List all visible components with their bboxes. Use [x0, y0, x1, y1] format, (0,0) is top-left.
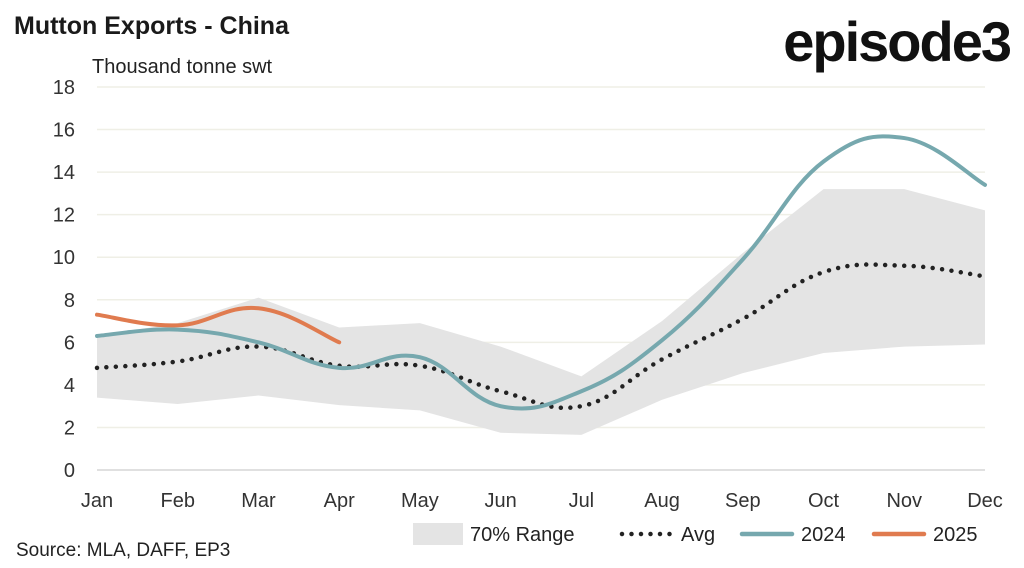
y-tick-label: 14 [53, 162, 75, 184]
x-tick-label: Jun [485, 490, 517, 512]
x-tick-label: Apr [324, 490, 355, 512]
x-tick-label: May [401, 490, 439, 512]
series-line-2024 [95, 134, 987, 411]
x-tick-label: Nov [886, 490, 922, 512]
source-note: Source: MLA, DAFF, EP3 [16, 540, 231, 561]
legend-label-2025: 2025 [933, 524, 978, 546]
x-tick-label: Jan [81, 490, 113, 512]
legend-label-avg: Avg [681, 524, 715, 546]
legend-swatch-range [413, 523, 463, 545]
y-tick-label: 18 [53, 77, 75, 99]
x-tick-label: Feb [160, 490, 194, 512]
x-tick-label: Dec [967, 490, 1003, 512]
y-axis-label: Thousand tonne swt [92, 56, 273, 78]
y-tick-label: 8 [64, 290, 75, 312]
series-line-2025 [95, 305, 342, 345]
x-tick-label: Oct [808, 490, 840, 512]
y-tick-label: 10 [53, 247, 75, 269]
y-tick-label: 6 [64, 332, 75, 354]
x-tick-label: Jul [569, 490, 595, 512]
legend-label-2024: 2024 [801, 524, 846, 546]
x-tick-label: Mar [241, 490, 276, 512]
episode3-logo: episode3 [783, 10, 1012, 73]
legend-label-range: 70% Range [470, 524, 575, 546]
y-tick-label: 2 [64, 417, 75, 439]
y-tick-label: 4 [64, 375, 75, 397]
y-tick-label: 16 [53, 120, 75, 142]
y-tick-label: 12 [53, 205, 75, 227]
range-band [97, 189, 985, 435]
chart-title: Mutton Exports - China [14, 12, 289, 40]
x-tick-label: Sep [725, 490, 761, 512]
y-tick-label: 0 [64, 460, 75, 482]
x-tick-label: Aug [644, 490, 680, 512]
